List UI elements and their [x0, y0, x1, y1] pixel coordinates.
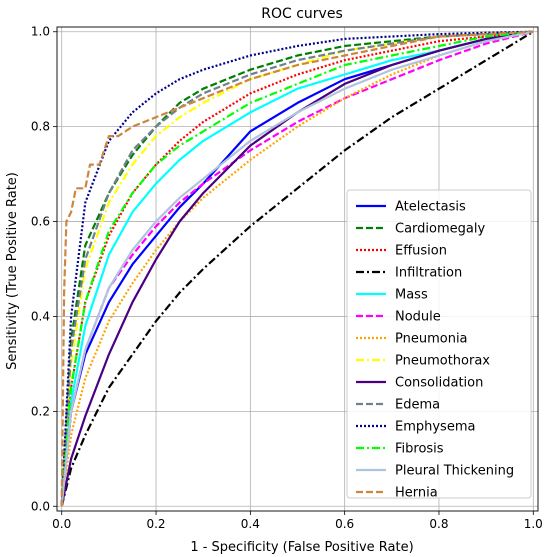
x-tick-label: 0.4: [241, 517, 260, 531]
legend-box: [346, 189, 532, 499]
legend-label: Nodule: [395, 310, 441, 325]
x-tick-label: 0.6: [335, 517, 354, 531]
axes-frame: [56, 26, 539, 512]
legend-label: Effusion: [395, 244, 447, 259]
x-tick-label: 1.0: [524, 517, 543, 531]
legend-label: Hernia: [395, 486, 438, 501]
legend-label: Mass: [395, 288, 428, 303]
chart-title: ROC curves: [261, 6, 343, 22]
y-axis-label: Sensitivity (True Positive Rate): [5, 172, 20, 370]
y-tick-label: 0.0: [31, 499, 50, 513]
y-tick-label: 0.4: [31, 309, 50, 323]
roc-curve-line: [60, 30, 534, 507]
legend-label: Atelectasis: [395, 200, 466, 215]
legend-label: Emphysema: [395, 420, 475, 435]
y-tick-label: 0.2: [31, 404, 50, 418]
x-tick-label: 0.8: [429, 517, 448, 531]
legend-label: Pleural Thickening: [395, 464, 514, 479]
roc-curve-line: [60, 30, 534, 507]
legend-label: Consolidation: [395, 376, 483, 391]
legend-label: Fibrosis: [395, 442, 444, 457]
x-tick-label: 0.2: [146, 517, 165, 531]
axis-ticks: 0.0 0.2 0.4 0.6 0.8 1.0 0.0 0.2 0.4 0.6 0.8 1.0: [31, 25, 543, 531]
roc-curve-line: [60, 30, 534, 507]
legend-label: Pneumothorax: [395, 354, 490, 369]
roc-curve-line: [60, 30, 534, 507]
legend-label: Cardiomegaly: [395, 222, 485, 237]
y-tick-label: 0.8: [31, 120, 50, 134]
roc-curve-line: [60, 30, 534, 507]
x-axis-label: 1 - Specificity (False Positive Rate): [190, 540, 413, 555]
roc-curve-line: [60, 30, 534, 507]
y-tick-label: 1.0: [31, 25, 50, 39]
roc-curve-line: [60, 30, 534, 507]
legend: Atelectasis Cardiomegaly Effusion Infiltrat…: [346, 189, 532, 501]
roc-curves: [60, 30, 534, 507]
legend-label: Pneumonia: [395, 332, 468, 347]
y-tick-label: 0.6: [31, 215, 50, 229]
x-tick-label: 0.0: [52, 517, 71, 531]
legend-label: Edema: [395, 398, 440, 413]
roc-curve-line: [60, 30, 534, 507]
legend-label: Infiltration: [395, 266, 462, 281]
